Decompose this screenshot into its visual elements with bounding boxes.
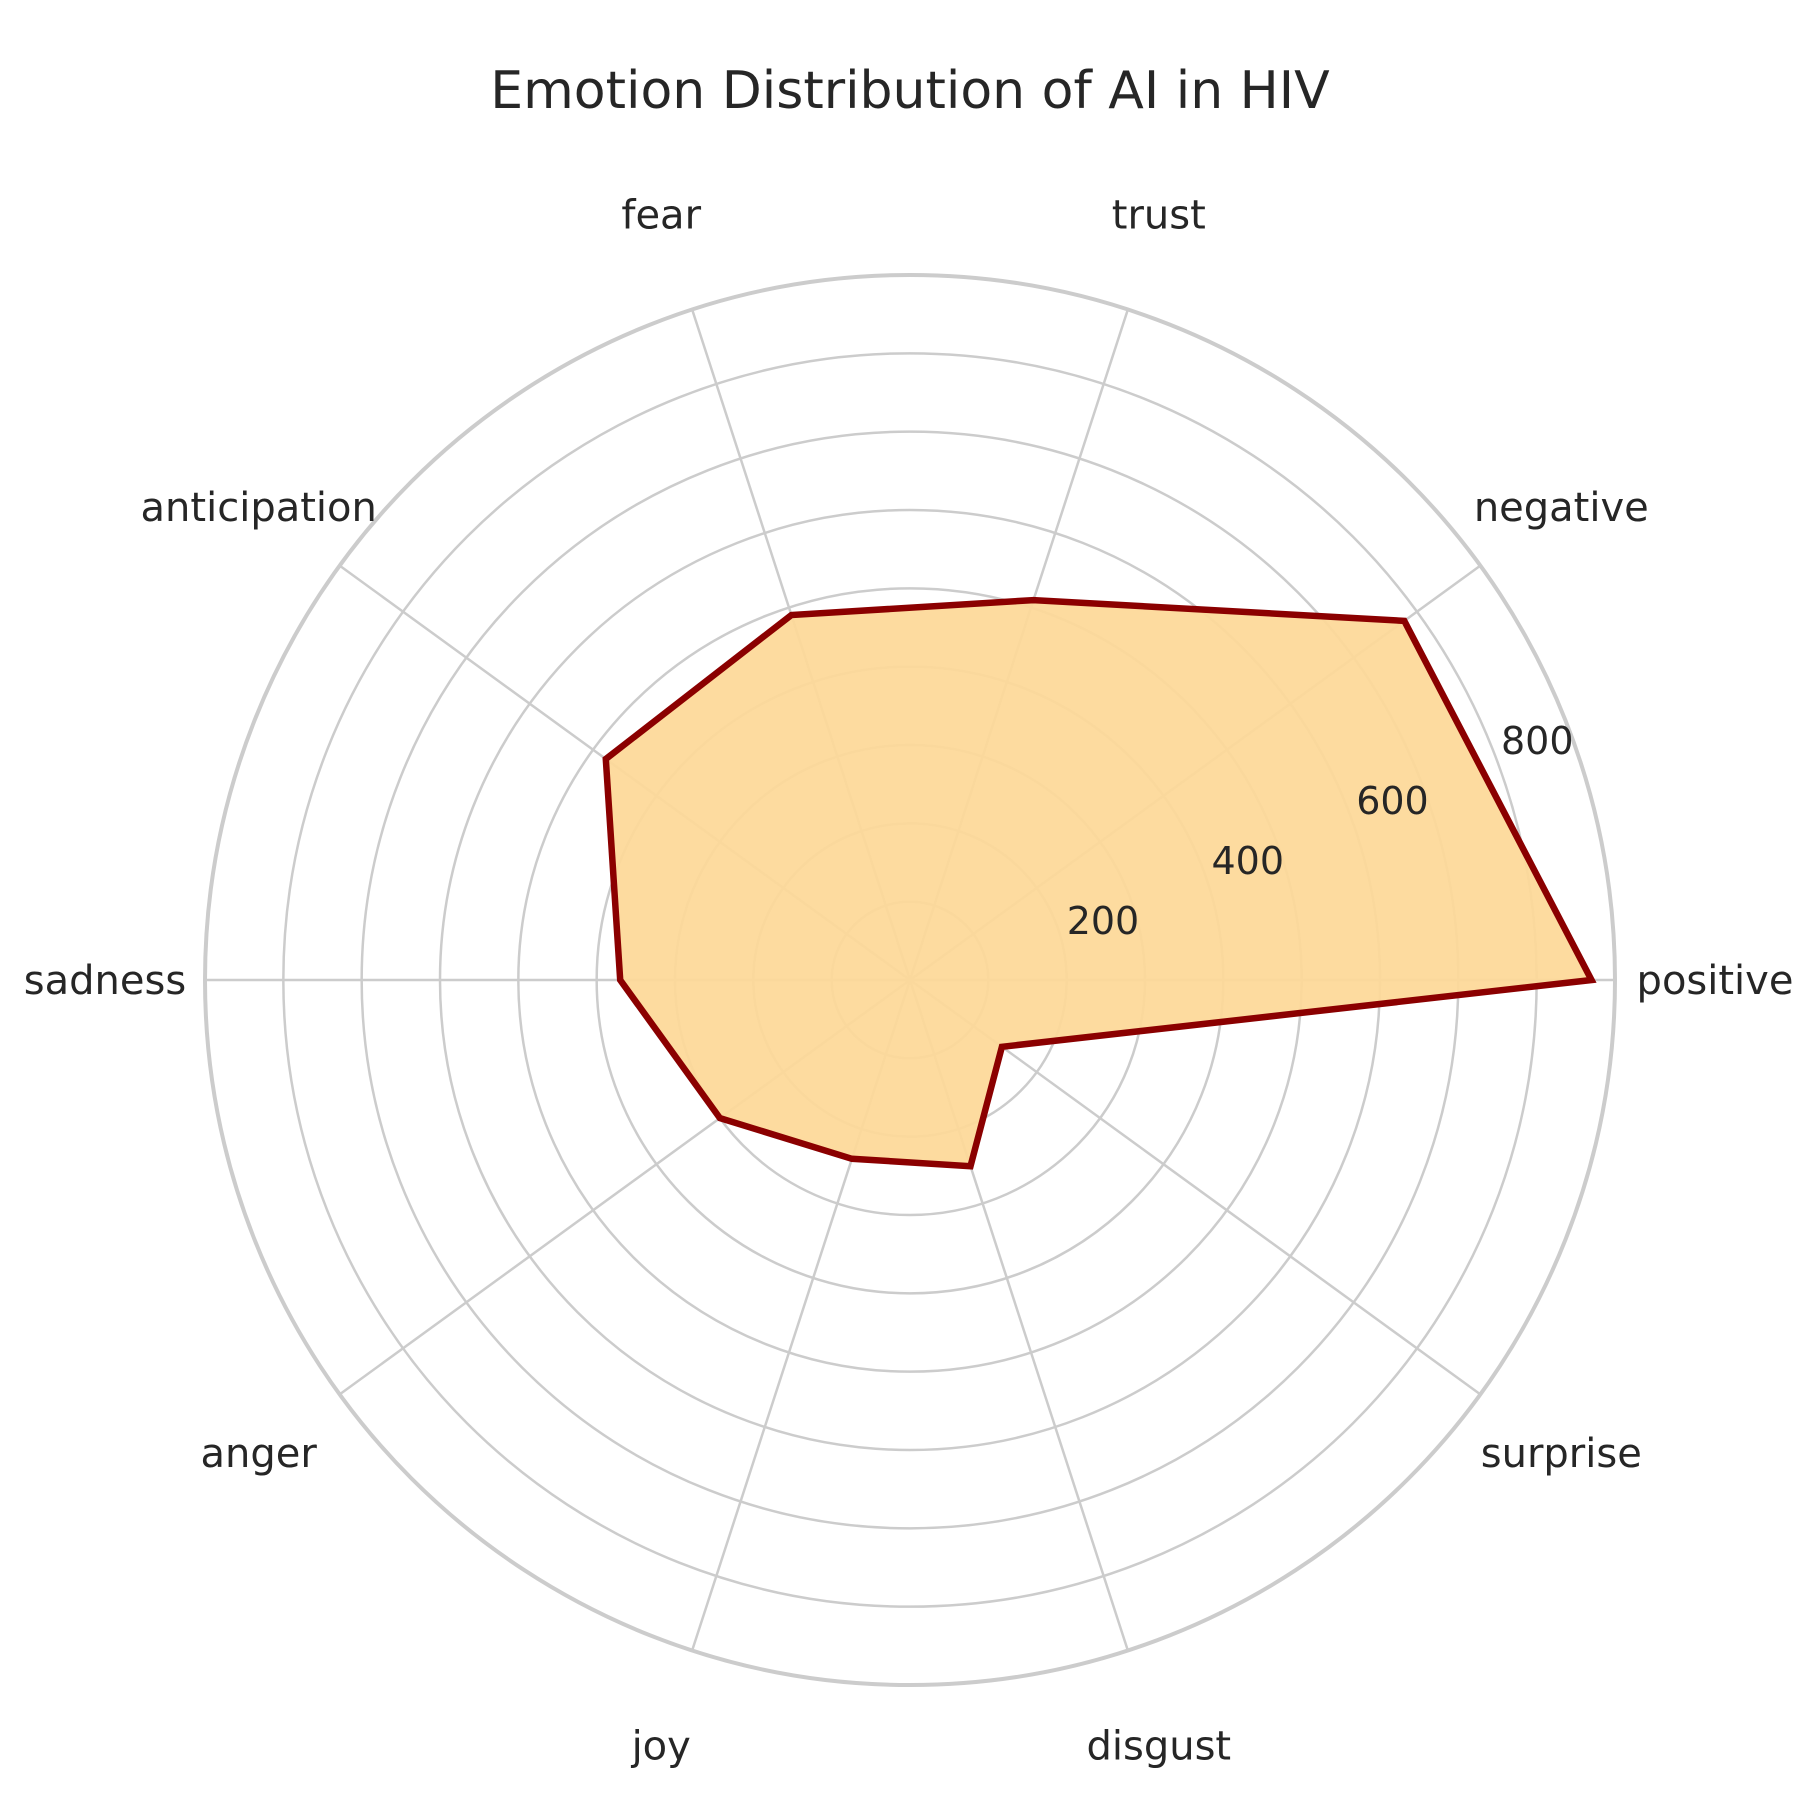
category-label: surprise <box>1481 1431 1642 1477</box>
category-label: trust <box>1112 192 1206 238</box>
radial-tick-label: 800 <box>1501 719 1574 763</box>
category-labels: positive negative trust fear anticipation sad… <box>24 192 1794 1769</box>
radial-tick-labels: 200 400 600 800 <box>1067 719 1574 943</box>
category-label: anger <box>201 1431 318 1477</box>
radial-tick-label: 200 <box>1067 899 1140 943</box>
category-label: positive <box>1637 958 1794 1004</box>
series-area <box>602 596 1597 1170</box>
category-label: negative <box>1474 485 1649 531</box>
category-label: anticipation <box>141 485 377 531</box>
category-label: fear <box>621 192 701 238</box>
category-label: joy <box>631 1724 691 1770</box>
series-line <box>602 596 1597 1170</box>
radial-tick-label: 400 <box>1212 839 1285 883</box>
category-label: disgust <box>1086 1724 1231 1770</box>
chart-title: Emotion Distribution of AI in HIV <box>490 61 1330 121</box>
series-fill <box>605 600 1592 1167</box>
radial-tick-label: 600 <box>1356 779 1429 823</box>
category-label: sadness <box>24 958 186 1004</box>
